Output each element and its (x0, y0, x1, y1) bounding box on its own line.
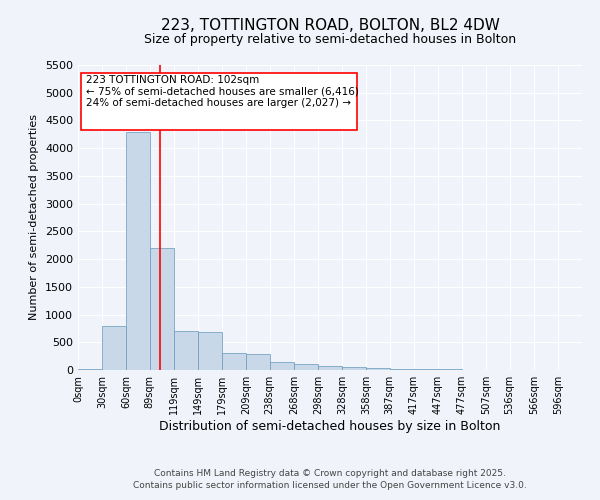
Text: 223 TOTTINGTON ROAD: 102sqm
← 75% of semi-detached houses are smaller (6,416)
24: 223 TOTTINGTON ROAD: 102sqm ← 75% of sem… (86, 75, 359, 108)
Bar (389, 369, 414, 370)
Bar (102, 326, 127, 370)
Bar (149, 248, 174, 370)
Bar (246, 354, 269, 370)
Text: Size of property relative to semi-detached houses in Bolton: Size of property relative to semi-detach… (144, 32, 516, 46)
Bar (174, 331, 198, 370)
Bar (318, 366, 342, 370)
Bar (294, 364, 318, 370)
Text: Contains HM Land Registry data © Crown copyright and database right 2025.: Contains HM Land Registry data © Crown c… (154, 468, 506, 477)
Bar (414, 369, 438, 370)
Y-axis label: Number of semi-detached properties: Number of semi-detached properties (29, 114, 40, 320)
Bar (198, 332, 222, 370)
Bar (269, 362, 294, 370)
Text: Contains public sector information licensed under the Open Government Licence v3: Contains public sector information licen… (133, 481, 527, 490)
Text: 223, TOTTINGTON ROAD, BOLTON, BL2 4DW: 223, TOTTINGTON ROAD, BOLTON, BL2 4DW (161, 18, 499, 32)
Bar (127, 132, 149, 370)
Bar (222, 354, 246, 370)
Bar (366, 368, 389, 370)
Bar (342, 366, 366, 370)
X-axis label: Distribution of semi-detached houses by size in Bolton: Distribution of semi-detached houses by … (160, 420, 500, 433)
